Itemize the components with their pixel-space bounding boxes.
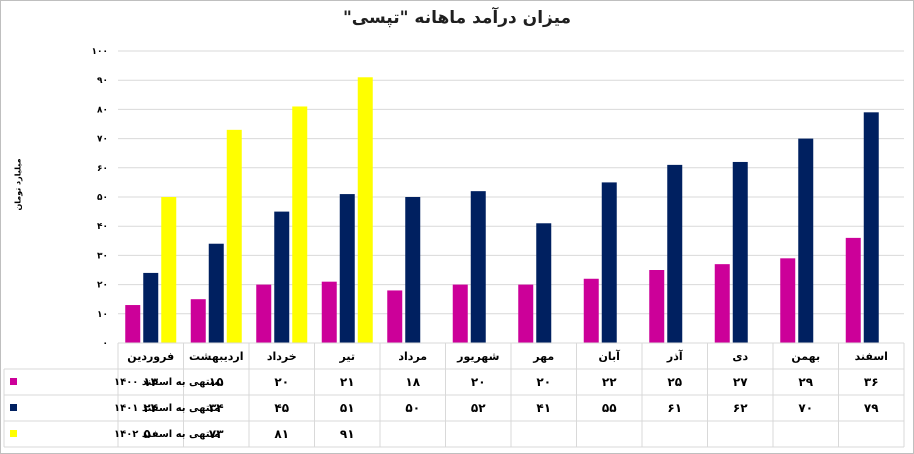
data-cell: ۱۵ — [209, 375, 224, 389]
bar — [667, 164, 683, 343]
category-label: مرداد — [398, 350, 427, 363]
bar — [357, 77, 373, 343]
y-tick-label: ۶۰ — [97, 164, 108, 174]
data-cell: ۵۰ — [143, 427, 158, 441]
bar — [125, 305, 141, 343]
y-tick-label: ۱۰ — [97, 310, 108, 320]
data-cell: ۳۶ — [864, 375, 879, 389]
data-cell: ۲۹ — [798, 375, 813, 389]
bar — [292, 106, 308, 343]
data-cell: ۲۲ — [602, 375, 617, 389]
category-label: مهر — [532, 350, 554, 363]
data-cell: ۴۵ — [274, 401, 289, 415]
category-label: دی — [732, 350, 748, 363]
data-cell: ۵۲ — [471, 401, 486, 415]
y-tick-label: ۰ — [103, 339, 109, 349]
data-cell: ۷۰ — [798, 401, 813, 415]
data-cell: ۱۸ — [405, 375, 420, 389]
bar — [583, 278, 599, 343]
bar — [274, 211, 290, 343]
data-cell: ۲۰ — [536, 375, 551, 389]
legend-label: منتهی به اسفند ۱۴۰۱ — [114, 403, 220, 414]
bar — [863, 112, 879, 343]
bar — [601, 182, 617, 343]
category-label: شهریور — [456, 350, 499, 363]
data-cell: ۸۱ — [274, 427, 289, 441]
y-tick-label: ۲۰ — [97, 281, 108, 291]
data-cell: ۵۱ — [340, 401, 355, 415]
y-tick-label: ۸۰ — [97, 105, 108, 115]
bar — [798, 138, 814, 343]
data-cell: ۱۳ — [143, 375, 158, 389]
data-cell: ۷۹ — [864, 401, 879, 415]
data-cell: ۲۷ — [733, 375, 748, 389]
bar — [780, 258, 796, 343]
bar — [208, 243, 224, 343]
bar — [845, 237, 861, 343]
data-cell: ۲۴ — [143, 401, 158, 415]
data-cell: ۶۲ — [733, 401, 748, 415]
bar — [161, 197, 177, 343]
data-cell: ۴۱ — [536, 401, 551, 415]
bar — [190, 299, 206, 343]
data-cell: ۵۵ — [602, 401, 617, 415]
bar — [470, 191, 486, 343]
legend-swatch — [10, 404, 17, 411]
y-tick-label: ۵۰ — [97, 193, 108, 203]
legend-label: منتهی به اسفند ۱۴۰۲ — [114, 429, 220, 440]
chart-title: میزان درآمد ماهانه "تپسی" — [342, 8, 572, 28]
data-cell: ۲۵ — [667, 375, 682, 389]
legend-swatch — [10, 430, 17, 437]
bar — [339, 194, 355, 343]
y-tick-label: ۱۰۰ — [92, 47, 108, 57]
category-label: فروردین — [127, 350, 174, 363]
bar — [256, 284, 272, 343]
category-label: آبان — [599, 349, 621, 363]
bar — [387, 290, 403, 343]
y-tick-label: ۹۰ — [97, 76, 108, 86]
data-cell: ۹۱ — [340, 427, 355, 441]
data-cell: ۲۰ — [471, 375, 486, 389]
legend-swatch — [10, 378, 17, 385]
y-tick-label: ۷۰ — [97, 135, 108, 145]
legend-label: منتهی به اسفند ۱۴۰۰ — [114, 377, 220, 388]
data-cell: ۲۱ — [340, 375, 355, 389]
category-label: آذر — [666, 349, 683, 363]
y-tick-label: ۴۰ — [97, 222, 108, 232]
data-cell: ۷۳ — [209, 427, 224, 441]
bar — [732, 161, 748, 343]
bar — [143, 272, 159, 343]
bar — [321, 281, 337, 343]
data-cell: ۶۱ — [667, 401, 682, 415]
data-cell: ۳۴ — [209, 401, 224, 415]
data-cell: ۲۰ — [274, 375, 289, 389]
bar — [226, 129, 242, 343]
y-tick-label: ۳۰ — [97, 251, 108, 261]
data-cell: ۵۰ — [405, 401, 420, 415]
bar — [649, 270, 665, 343]
category-label: بهمن — [791, 350, 820, 363]
bar — [536, 223, 552, 343]
category-label: اسفند — [855, 350, 888, 363]
category-label: خرداد — [267, 350, 297, 363]
category-label: اردیبهشت — [189, 350, 243, 363]
bar — [405, 197, 421, 343]
bar — [452, 284, 468, 343]
bar — [518, 284, 534, 343]
category-label: تیر — [339, 350, 355, 363]
bar — [714, 264, 730, 343]
